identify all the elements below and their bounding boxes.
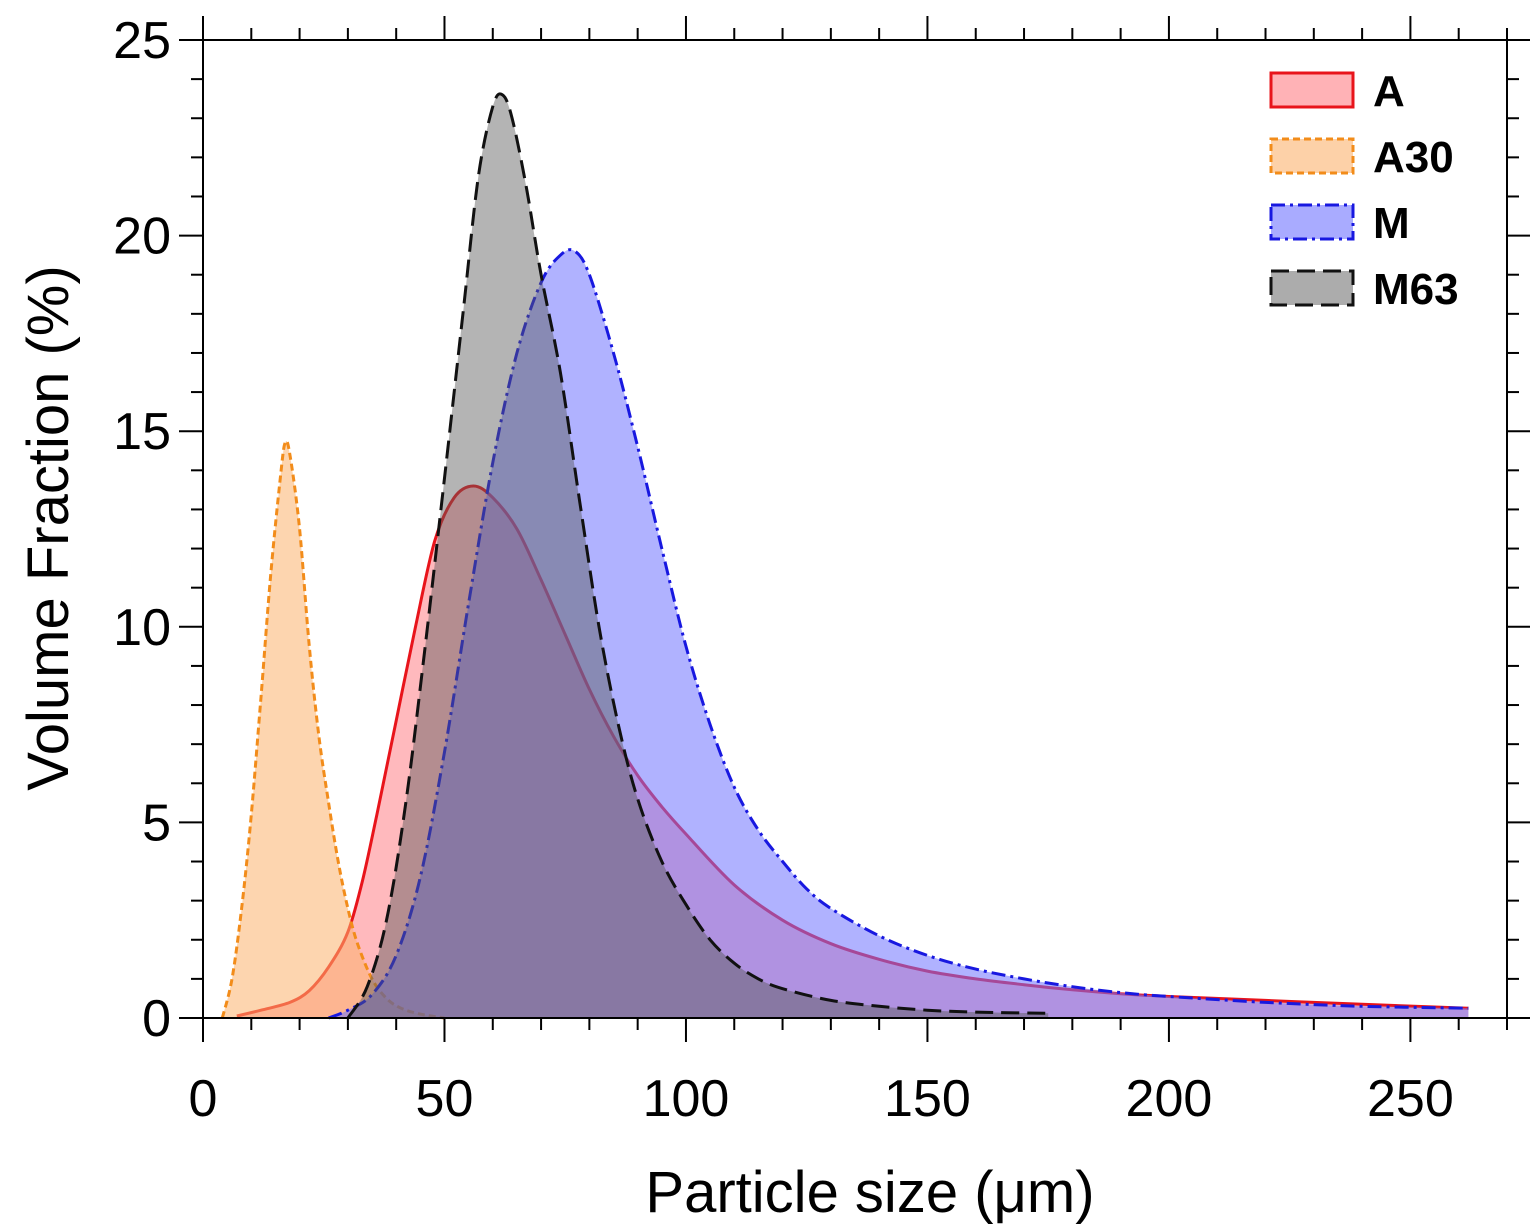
series-area-m63	[347, 93, 1049, 1018]
x-tick-label: 50	[416, 1070, 474, 1128]
y-axis-title: Volume Fraction (%)	[16, 265, 81, 790]
legend-swatch-m63	[1269, 269, 1355, 307]
legend-swatch-m	[1269, 203, 1355, 241]
x-tick-label: 250	[1367, 1070, 1454, 1128]
series-area-m	[328, 249, 1469, 1018]
legend-swatch-a30	[1269, 137, 1355, 175]
y-tick-label: 25	[113, 12, 171, 70]
x-axis-title: Particle size (μm)	[645, 1160, 1094, 1225]
legend-label-a30: A30	[1373, 133, 1454, 182]
legend-label-m63: M63	[1373, 265, 1459, 314]
y-tick-label: 10	[113, 599, 171, 657]
y-tick-label: 15	[113, 403, 171, 461]
series-line-m63	[346, 92, 1049, 1019]
x-tick-label: 150	[884, 1070, 971, 1128]
legend-label-m: M	[1373, 199, 1410, 248]
ticks-layer: 0 50 100 150 200 250 0 5 10 15 20 25	[113, 12, 1530, 1128]
series-area-a30	[222, 441, 445, 1018]
series-line-m	[328, 248, 1469, 1020]
series-line-a30	[220, 439, 445, 1020]
legend-swatch-a	[1269, 71, 1355, 109]
series-layer	[220, 92, 1469, 1020]
y-tick-label: 20	[113, 208, 171, 266]
y-tick-label: 0	[142, 990, 171, 1048]
x-tick-label: 200	[1126, 1070, 1213, 1128]
axes-layer	[202, 39, 1508, 1019]
legend-label-a: A	[1373, 67, 1405, 116]
legend: A A30 M M63	[1269, 67, 1459, 314]
x-tick-label: 0	[189, 1070, 218, 1128]
x-tick-label: 100	[643, 1070, 730, 1128]
y-tick-label: 5	[142, 794, 171, 852]
